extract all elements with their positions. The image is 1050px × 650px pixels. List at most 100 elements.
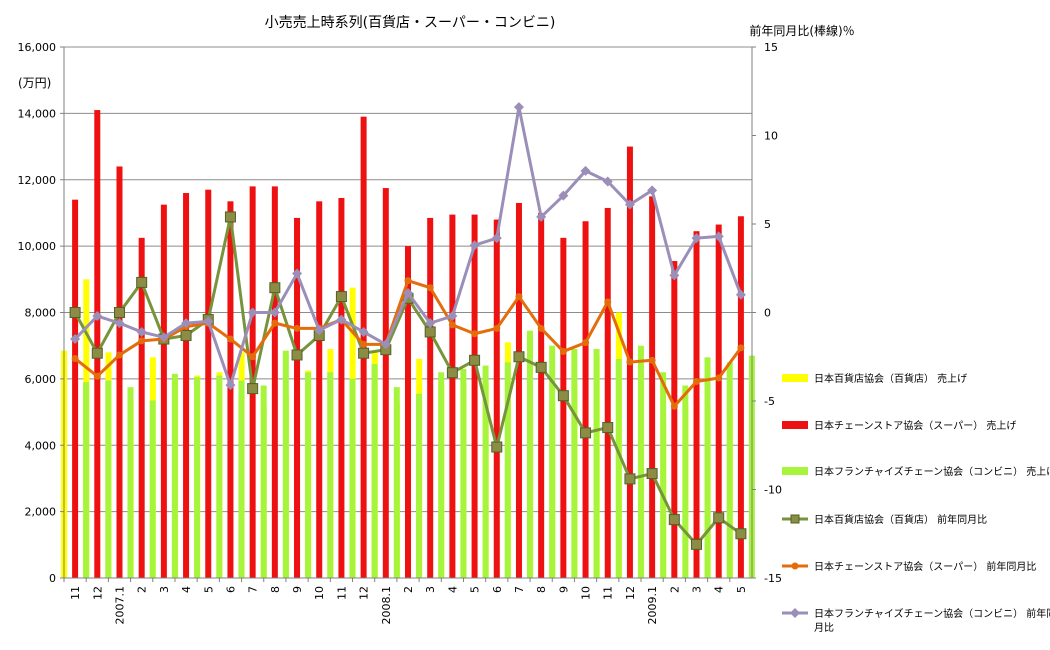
point-marker [735, 528, 747, 540]
x-tick-label: 2007.1 [113, 586, 126, 625]
y-left-tick-label: 8,000 [25, 307, 57, 320]
legend-swatch [782, 374, 808, 382]
legend-swatch [782, 421, 808, 429]
point-marker [224, 211, 236, 223]
bar [238, 380, 245, 578]
x-tick-label: 2 [136, 586, 149, 593]
x-tick-label: 2009.1 [646, 586, 659, 625]
point-marker [693, 378, 701, 386]
point-marker [602, 176, 613, 187]
bar [83, 382, 90, 578]
point-marker [446, 367, 458, 379]
bar [604, 207, 611, 578]
bar [637, 345, 644, 578]
point-marker [336, 314, 347, 325]
point-marker [558, 190, 569, 201]
point-marker [535, 361, 547, 373]
y-right-tick-label: 5 [764, 218, 771, 231]
point-marker [71, 355, 79, 363]
point-marker [647, 185, 658, 196]
point-marker [114, 318, 125, 329]
point-marker [515, 293, 523, 301]
point-marker [624, 199, 635, 210]
point-marker [293, 324, 301, 332]
point-marker [491, 441, 503, 453]
point-marker [493, 324, 501, 332]
x-tick-label: 9 [557, 586, 570, 593]
left-axis-unit: (万円) [18, 76, 51, 90]
point-marker [180, 330, 192, 342]
point-marker [269, 307, 280, 318]
legend-label: 日本百貨店協会（百貨店） 売上げ [814, 372, 967, 385]
point-marker [93, 372, 101, 380]
point-marker [426, 284, 434, 292]
bar [416, 393, 422, 578]
legend-label: 日本チェーンストア協会（スーパー） 前年同月比 [814, 560, 1036, 573]
bar [737, 216, 744, 578]
right-axis-label: 前年同月比(棒線)％ [749, 23, 854, 38]
point-marker [225, 380, 236, 391]
x-tick-label: 11 [335, 586, 348, 600]
bar [526, 330, 533, 578]
x-tick-label: 8 [535, 586, 548, 593]
x-tick-label: 5 [735, 586, 748, 593]
x-tick-label: 7 [513, 586, 526, 593]
bar [682, 385, 689, 578]
y-right-tick-label: -10 [764, 484, 782, 497]
x-tick-label: 11 [69, 586, 82, 600]
point-marker [115, 351, 123, 359]
point-marker [203, 316, 214, 327]
point-marker [448, 321, 456, 329]
bar [382, 188, 389, 578]
point-marker [291, 349, 303, 361]
point-marker [69, 307, 81, 318]
bar [305, 372, 312, 578]
x-tick-label: 12 [624, 586, 637, 600]
point-marker [491, 233, 502, 244]
bar [671, 261, 678, 578]
bar [560, 237, 567, 578]
bar [72, 199, 79, 578]
point-marker [735, 289, 746, 300]
bar [504, 362, 511, 578]
bar [105, 380, 112, 578]
point-marker [269, 282, 281, 294]
x-tick-label: 9 [291, 586, 304, 593]
y-left-tick-label: 14,000 [18, 107, 57, 120]
bar [194, 377, 201, 578]
x-tick-label: 4 [180, 586, 193, 593]
point-marker [715, 374, 723, 382]
x-tick-label: 3 [424, 586, 437, 593]
point-marker [513, 102, 524, 113]
point-marker [447, 311, 458, 322]
x-tick-label: 3 [158, 586, 171, 593]
x-tick-label: 12 [358, 586, 371, 600]
point-marker [469, 354, 481, 366]
point-marker [513, 351, 525, 363]
point-marker [136, 276, 148, 288]
point-marker [580, 427, 592, 439]
y-left-tick-label: 2,000 [25, 506, 57, 519]
point-marker [670, 402, 678, 410]
bar [582, 221, 589, 578]
x-tick-label: 2 [668, 586, 681, 593]
point-marker [602, 422, 614, 434]
point-marker [358, 347, 370, 359]
bar [693, 231, 700, 579]
bar [216, 375, 223, 578]
x-tick-label: 5 [202, 586, 215, 593]
point-marker [158, 332, 169, 343]
x-tick-label: 7 [247, 586, 260, 593]
legend-label: 日本フランチャイズチェーン協会（コンビニ） 前年同 [814, 607, 1050, 620]
bar [260, 385, 267, 578]
point-marker [648, 356, 656, 364]
bar [183, 193, 190, 578]
bar [427, 217, 434, 578]
y-right-tick-label: 0 [764, 307, 771, 320]
point-marker [425, 318, 436, 329]
y-left-tick-label: 12,000 [18, 174, 57, 187]
bar [149, 400, 156, 578]
